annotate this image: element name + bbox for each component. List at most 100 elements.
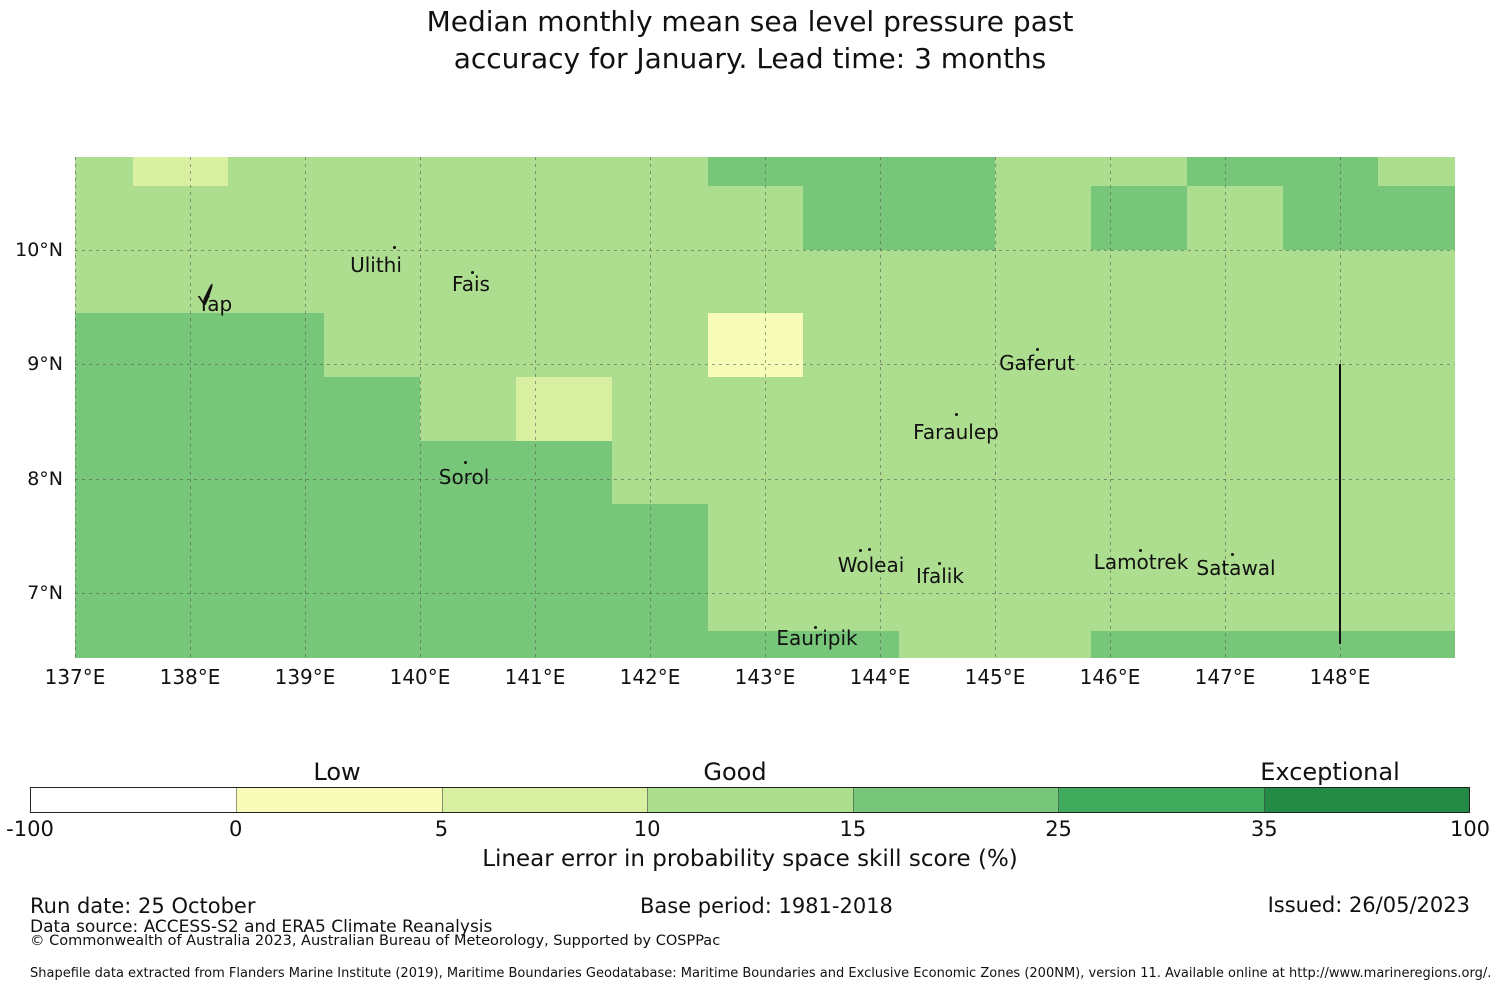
- heatmap-cell: [708, 504, 803, 568]
- heatmap-cell: [420, 250, 516, 313]
- heatmap-cell: [228, 441, 324, 504]
- heatmap-cell: [324, 157, 420, 186]
- heatmap-cell: [228, 568, 324, 631]
- y-tick-label: 9°N: [27, 353, 63, 376]
- gridline-vertical: [1225, 157, 1226, 658]
- chart-title-line2: accuracy for January. Lead time: 3 month…: [453, 42, 1047, 75]
- heatmap-cell: [1378, 504, 1455, 568]
- heatmap-cell: [1187, 504, 1283, 568]
- heatmap-cell: [420, 631, 516, 658]
- heatmap-cell: [899, 568, 995, 631]
- heatmap-cell: [228, 186, 324, 250]
- heatmap-cell: [420, 313, 516, 377]
- heatmap-cell: [75, 504, 133, 568]
- x-tick-label: 138°E: [159, 665, 221, 689]
- heatmap-cell: [708, 157, 803, 186]
- island-marker-dot: [1036, 348, 1039, 351]
- heatmap-cell: [1283, 441, 1378, 504]
- heatmap-cell: [612, 441, 708, 504]
- heatmap-cell: [612, 313, 708, 377]
- heatmap-cell: [803, 250, 899, 313]
- heatmap-cell: [133, 441, 228, 504]
- heatmap-cell: [995, 631, 1091, 658]
- heatmap-cell: [612, 186, 708, 250]
- heatmap-cell: [612, 504, 708, 568]
- island-marker-dot: [814, 626, 817, 629]
- heatmap-cell: [612, 250, 708, 313]
- colorbar-tick-label: 35: [1250, 817, 1278, 841]
- island-marker-dot: [955, 413, 958, 416]
- island-label: Satawal: [1196, 556, 1276, 580]
- x-tick-label: 145°E: [964, 665, 1026, 689]
- gridline-horizontal: [75, 593, 1455, 594]
- heatmap-cell: [708, 313, 803, 377]
- base-period-text: Base period: 1981-2018: [640, 894, 893, 918]
- heatmap-cell: [228, 504, 324, 568]
- heatmap-cell: [803, 441, 899, 504]
- heatmap-cell: [420, 568, 516, 631]
- heatmap-cell: [803, 313, 899, 377]
- gridline-vertical: [650, 157, 651, 658]
- gridline-horizontal: [75, 364, 1455, 365]
- x-tick-label: 143°E: [734, 665, 796, 689]
- x-tick-label: 140°E: [389, 665, 451, 689]
- island-marker-dot: [393, 246, 396, 249]
- heatmap-cell: [133, 377, 228, 441]
- heatmap-cell: [516, 631, 612, 658]
- heatmap-cell: [1187, 441, 1283, 504]
- heatmap-cell: [1091, 250, 1187, 313]
- heatmap-cell: [324, 313, 420, 377]
- heatmap-cell: [420, 377, 516, 441]
- heatmap-cell: [516, 157, 612, 186]
- heatmap-cell: [899, 186, 995, 250]
- heatmap-cell: [995, 250, 1091, 313]
- heatmap-cell: [75, 568, 133, 631]
- heatmap-cell: [75, 157, 133, 186]
- heatmap-cell: [1283, 157, 1378, 186]
- gridline-vertical: [880, 157, 881, 658]
- heatmap-cell: [995, 377, 1091, 441]
- heatmap-cell: [1378, 631, 1455, 658]
- x-tick-label: 147°E: [1194, 665, 1256, 689]
- colorbar-tick-label: 15: [839, 817, 867, 841]
- heatmap-cell: [612, 377, 708, 441]
- heatmap-cell: [75, 631, 133, 658]
- heatmap-cell: [995, 441, 1091, 504]
- heatmap-cell: [133, 313, 228, 377]
- colorbar-tick-label: 5: [434, 817, 449, 841]
- heatmap-cell: [1283, 377, 1378, 441]
- heatmap-cell: [1187, 157, 1283, 186]
- heatmap-cell: [228, 313, 324, 377]
- x-tick-label: 146°E: [1079, 665, 1141, 689]
- island-label: Lamotrek: [1093, 550, 1189, 574]
- heatmap-cell: [1283, 631, 1378, 658]
- colorbar-segment: [31, 788, 236, 812]
- heatmap-cell: [1378, 186, 1455, 250]
- heatmap-cell: [803, 631, 899, 658]
- heatmap-cell: [995, 504, 1091, 568]
- heatmap-cell: [995, 186, 1091, 250]
- colorbar-segment: [647, 788, 853, 812]
- heatmap-cell: [1091, 157, 1187, 186]
- chart-title: Median monthly mean sea level pressure p…: [0, 3, 1500, 77]
- heatmap-cell: [708, 186, 803, 250]
- colorbar-tick-label: 25: [1045, 817, 1072, 841]
- colorbar-category-label: Exceptional: [1260, 758, 1400, 786]
- heatmap-cell: [803, 568, 899, 631]
- heatmap-cell: [324, 504, 420, 568]
- heatmap-cell: [803, 157, 899, 186]
- data-source-text: Data source: ACCESS-S2 and ERA5 Climate …: [30, 917, 493, 937]
- heatmap-cell: [1378, 568, 1455, 631]
- heatmap-cell: [324, 568, 420, 631]
- x-tick-label: 144°E: [849, 665, 911, 689]
- heatmap-cell: [420, 504, 516, 568]
- gridline-vertical: [190, 157, 191, 658]
- heatmap-cell: [420, 186, 516, 250]
- heatmap-cell: [228, 631, 324, 658]
- heatmap-cell: [708, 250, 803, 313]
- heatmap-cell: [75, 377, 133, 441]
- heatmap-cell: [708, 377, 803, 441]
- island-label: Yap: [197, 292, 233, 316]
- map-plot: Yap Ulithi Fais Sorol Gaferut Faraulep Woleai I…: [75, 157, 1455, 658]
- heatmap-cell: [133, 631, 228, 658]
